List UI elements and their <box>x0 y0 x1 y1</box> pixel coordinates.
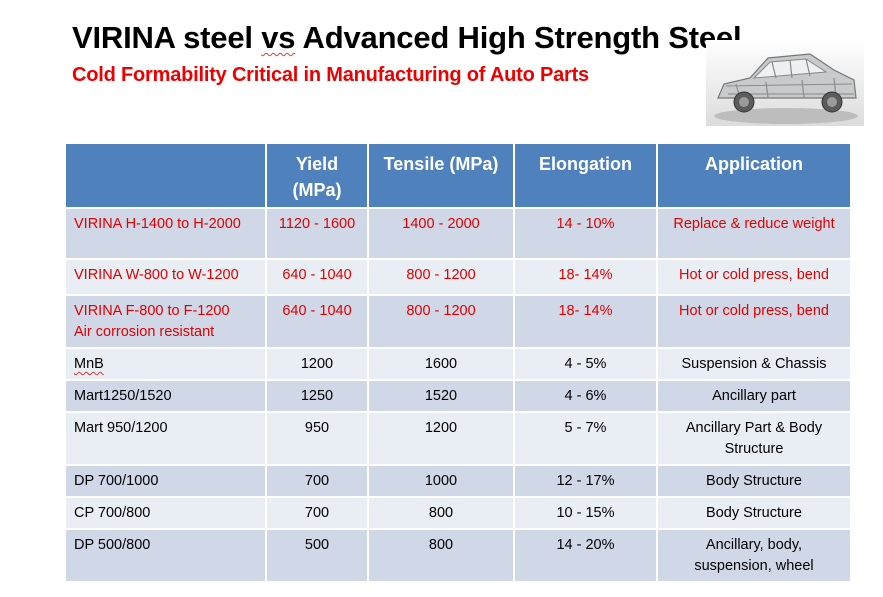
tensile-value: 1600 <box>367 347 515 381</box>
application-value: Ancillary Part & Body Structure <box>656 411 852 466</box>
elongation-value: 5 - 7% <box>513 411 658 466</box>
table-row: DP 700/1000 700 1000 12 - 17% Body Struc… <box>64 464 852 498</box>
material-name: VIRINA W-800 to W-1200 <box>64 258 267 296</box>
table-row: VIRINA H-1400 to H-2000 1120 - 1600 1400… <box>64 207 852 260</box>
title-vs: vs <box>261 20 296 55</box>
yield-value: 700 <box>265 464 369 498</box>
tensile-value: 800 <box>367 496 515 530</box>
yield-value: 1200 <box>265 347 369 381</box>
yield-value: 500 <box>265 528 369 583</box>
elongation-value: 14 - 10% <box>513 207 658 260</box>
tensile-value: 1000 <box>367 464 515 498</box>
header-elongation: Elongation <box>513 142 658 209</box>
material-name-text: MnB <box>74 356 104 372</box>
table-row: Mart1250/1520 1250 1520 4 - 6% Ancillary… <box>64 379 852 413</box>
table-row: DP 500/800 500 800 14 - 20% Ancillary, b… <box>64 528 852 583</box>
elongation-value: 14 - 20% <box>513 528 658 583</box>
material-name-line-1: VIRINA F-800 to F-1200 <box>74 303 230 319</box>
application-value: Ancillary, body, suspension, wheel <box>656 528 852 583</box>
material-name: VIRINA H-1400 to H-2000 <box>64 207 267 260</box>
title-part-2: Advanced High Strength Steel <box>295 20 742 55</box>
table-row: VIRINA W-800 to W-1200 640 - 1040 800 - … <box>64 258 852 296</box>
elongation-value: 12 - 17% <box>513 464 658 498</box>
material-name: DP 500/800 <box>64 528 267 583</box>
header-material <box>64 142 267 209</box>
table-row: MnB 1200 1600 4 - 5% Suspension & Chassi… <box>64 347 852 381</box>
table-row: VIRINA F-800 to F-1200 Air corrosion resi… <box>64 294 852 349</box>
tensile-value: 1200 <box>367 411 515 466</box>
tensile-value: 800 <box>367 528 515 583</box>
elongation-value: 4 - 6% <box>513 379 658 413</box>
header-yield: Yield (MPa) <box>265 142 369 209</box>
header-tensile: Tensile (MPa) <box>367 142 515 209</box>
application-value: Ancillary part <box>656 379 852 413</box>
elongation-value: 10 - 15% <box>513 496 658 530</box>
table-row: CP 700/800 700 800 10 - 15% Body Structu… <box>64 496 852 530</box>
application-value: Body Structure <box>656 496 852 530</box>
material-name-line-2: Air corrosion resistant <box>74 324 215 340</box>
tensile-value: 1400 - 2000 <box>367 207 515 260</box>
slide-title: VIRINA steel vs Advanced High Strength S… <box>72 20 742 56</box>
material-name: MnB <box>64 347 267 381</box>
application-value: Body Structure <box>656 464 852 498</box>
tensile-value: 800 - 1200 <box>367 294 515 349</box>
application-value: Suspension & Chassis <box>656 347 852 381</box>
elongation-value: 4 - 5% <box>513 347 658 381</box>
elongation-value: 18- 14% <box>513 294 658 349</box>
slide-subtitle: Cold Formability Critical in Manufacturi… <box>72 64 589 86</box>
yield-value: 640 - 1040 <box>265 294 369 349</box>
tensile-value: 1520 <box>367 379 515 413</box>
yield-value: 640 - 1040 <box>265 258 369 296</box>
material-name: Mart 950/1200 <box>64 411 267 466</box>
elongation-value: 18- 14% <box>513 258 658 296</box>
header-application: Application <box>656 142 852 209</box>
application-value: Replace & reduce weight <box>656 207 852 260</box>
yield-value: 950 <box>265 411 369 466</box>
material-name: VIRINA F-800 to F-1200 Air corrosion resi… <box>64 294 267 349</box>
table-row: Mart 950/1200 950 1200 5 - 7% Ancillary … <box>64 411 852 466</box>
title-part-1: VIRINA steel <box>72 20 262 55</box>
application-value: Hot or cold press, bend <box>656 258 852 296</box>
steel-comparison-table: Yield (MPa) Tensile (MPa) Elongation App… <box>64 142 852 583</box>
car-body-frame-icon <box>706 40 864 126</box>
material-name: DP 700/1000 <box>64 464 267 498</box>
material-name: CP 700/800 <box>64 496 267 530</box>
yield-value: 1250 <box>265 379 369 413</box>
tensile-value: 800 - 1200 <box>367 258 515 296</box>
table-header-row: Yield (MPa) Tensile (MPa) Elongation App… <box>64 142 852 209</box>
application-value: Hot or cold press, bend <box>656 294 852 349</box>
yield-value: 1120 - 1600 <box>265 207 369 260</box>
yield-value: 700 <box>265 496 369 530</box>
material-name: Mart1250/1520 <box>64 379 267 413</box>
